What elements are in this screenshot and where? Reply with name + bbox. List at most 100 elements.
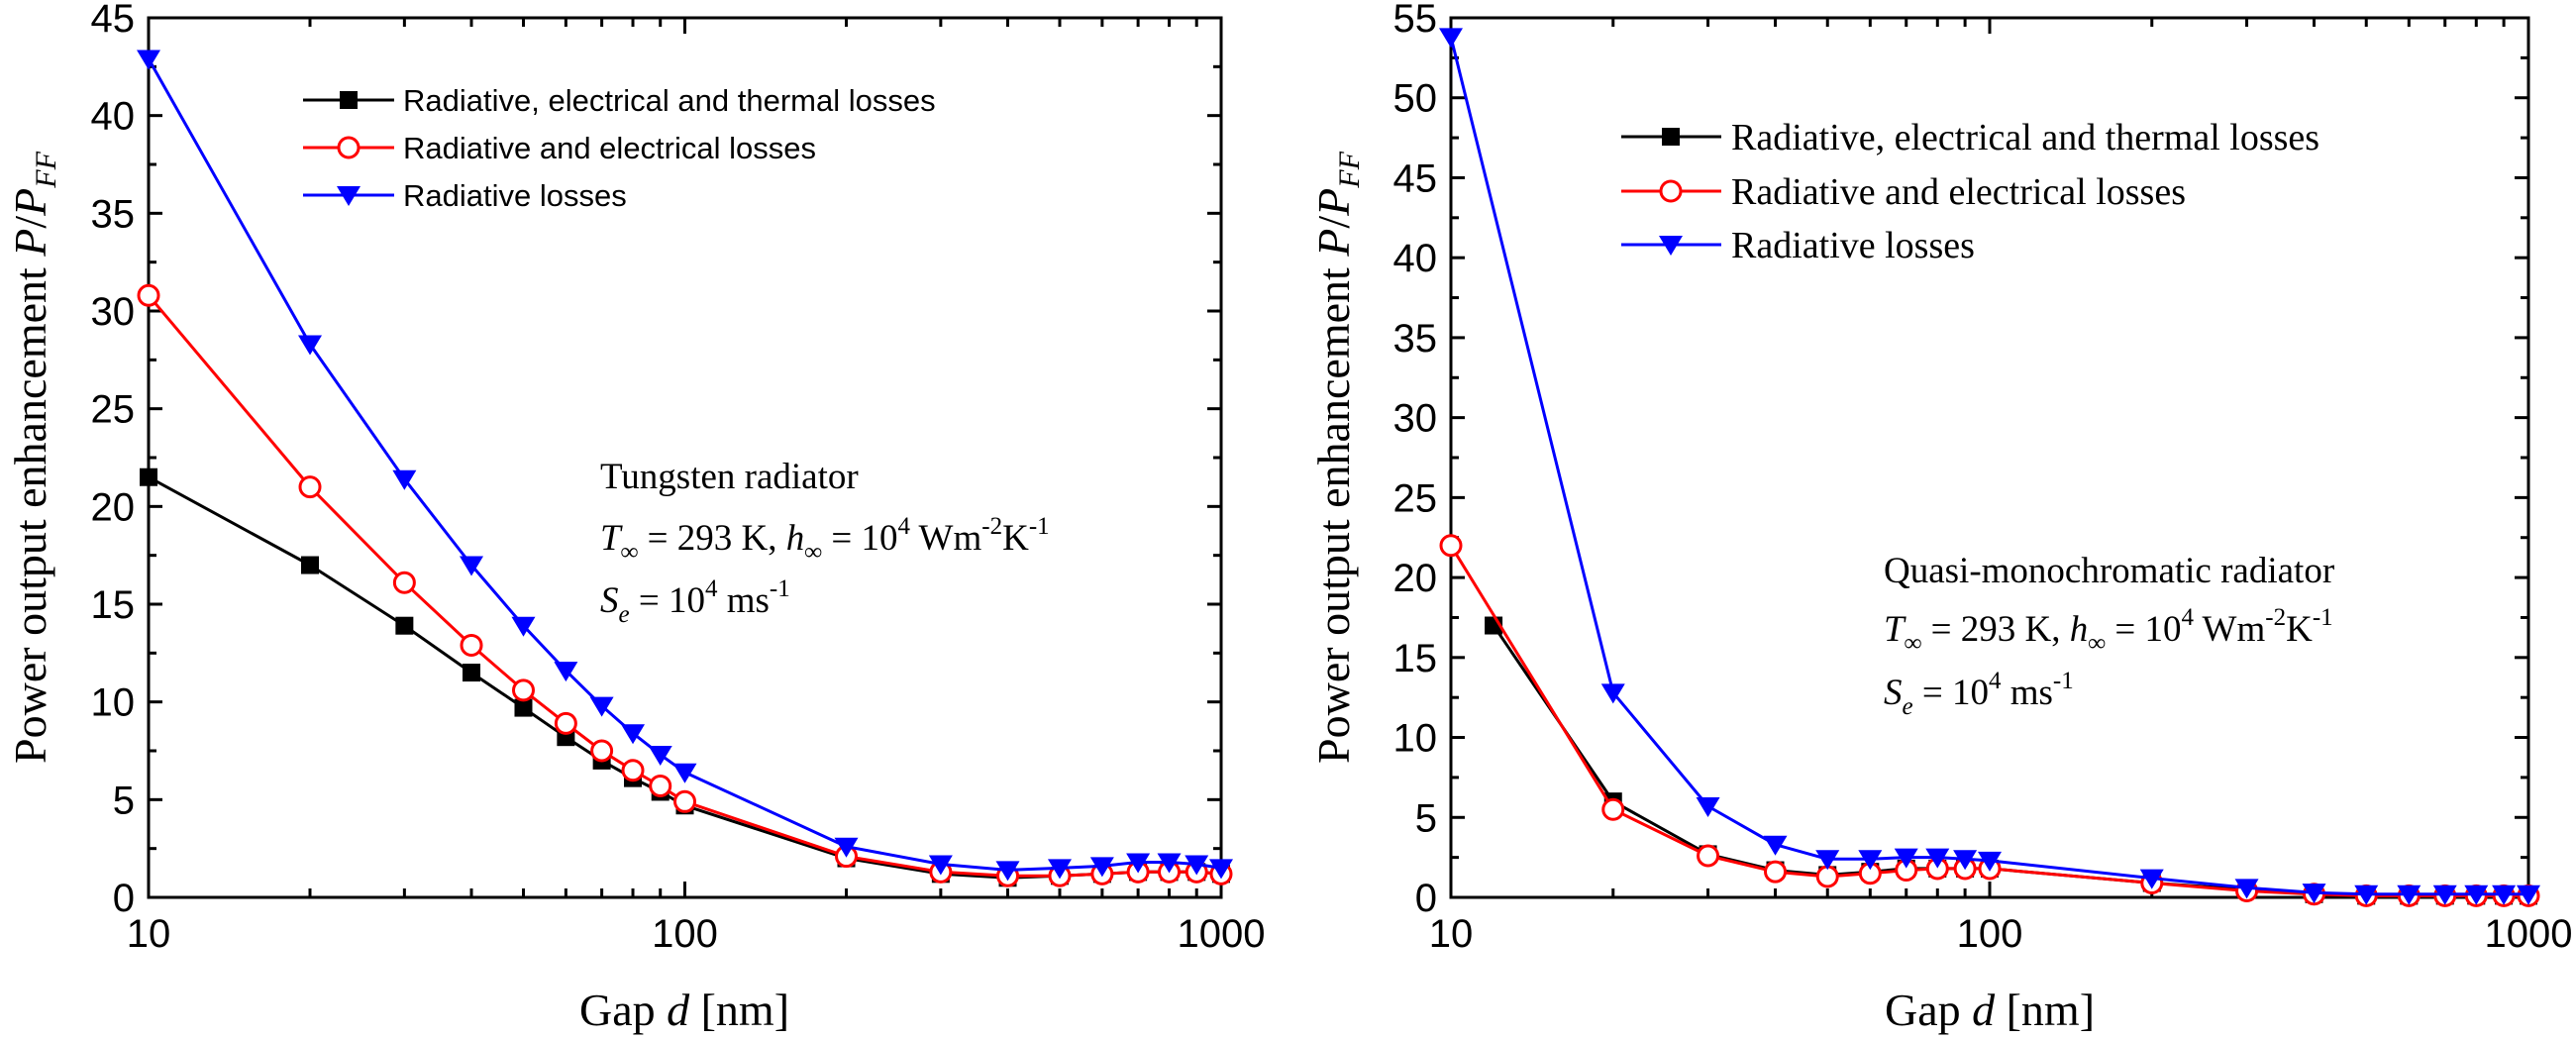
data-point bbox=[140, 468, 157, 486]
x-tick-label: 10 bbox=[127, 912, 171, 956]
data-point bbox=[298, 475, 322, 499]
data-point bbox=[392, 571, 416, 594]
annotation-title: Tungsten radiator bbox=[600, 457, 859, 497]
legend-label: Radiative and electrical losses bbox=[1731, 171, 2186, 213]
data-point bbox=[2464, 885, 2489, 905]
y-tick-label: 40 bbox=[1393, 237, 1438, 280]
x-axis-title: Gap d [nm] bbox=[1885, 985, 2095, 1035]
data-point bbox=[137, 283, 160, 307]
data-point bbox=[137, 50, 160, 70]
data-point bbox=[1858, 850, 1883, 871]
data-point bbox=[2354, 885, 2379, 905]
data-point bbox=[1953, 850, 1978, 871]
annotation-recombination: Se = 104 ms-1 bbox=[1884, 668, 2074, 720]
legend-item-2: Radiative losses bbox=[303, 178, 627, 213]
data-point bbox=[1894, 848, 1918, 869]
data-point bbox=[1047, 859, 1072, 880]
data-point bbox=[298, 335, 323, 356]
data-point bbox=[1601, 797, 1625, 821]
legend-label: Radiative losses bbox=[1731, 225, 1975, 266]
data-point bbox=[621, 724, 646, 745]
series-2 bbox=[1439, 28, 2540, 905]
data-point bbox=[463, 664, 481, 682]
legend-item-2: Radiative losses bbox=[1621, 225, 1975, 266]
series-line bbox=[1492, 624, 2528, 897]
y-tick-label: 10 bbox=[1393, 717, 1438, 761]
y-tick-label: 45 bbox=[1393, 156, 1438, 200]
y-tick-label: 55 bbox=[1393, 0, 1438, 41]
data-point bbox=[589, 696, 614, 717]
data-point bbox=[834, 837, 859, 858]
data-point bbox=[554, 662, 578, 682]
legend-item-0: Radiative, electrical and thermal losses bbox=[1621, 117, 2319, 158]
data-point bbox=[460, 556, 484, 576]
y-tick-label: 25 bbox=[91, 388, 136, 432]
y-tick-label: 50 bbox=[1393, 77, 1438, 121]
x-axis-title: Gap d [nm] bbox=[579, 985, 789, 1035]
data-point bbox=[1925, 848, 1950, 869]
series-line bbox=[1449, 545, 2528, 897]
y-tick-label: 10 bbox=[91, 681, 136, 725]
axis-ticks: 0 5 10 15 20 25 30 35 40 45 10 100 1000 bbox=[91, 0, 1266, 956]
x-tick-label: 1000 bbox=[2485, 912, 2573, 956]
data-point bbox=[1696, 796, 1720, 817]
data-point bbox=[1439, 28, 1463, 49]
data-point bbox=[2302, 884, 2326, 904]
left-chart: 0 5 10 15 20 25 30 35 40 45 10 100 1000 Radiative, e… bbox=[5, 0, 1265, 1035]
legend: Radiative, electrical and thermal losses… bbox=[303, 83, 936, 213]
legend-label: Radiative, electrical and thermal losses bbox=[403, 83, 936, 118]
data-point bbox=[554, 711, 577, 735]
data-point bbox=[1978, 851, 2002, 872]
data-point bbox=[928, 855, 953, 876]
y-tick-label: 45 bbox=[91, 0, 136, 41]
y-tick-label: 30 bbox=[1393, 397, 1438, 441]
data-point bbox=[1439, 534, 1463, 558]
data-point bbox=[590, 739, 614, 763]
legend: Radiative, electrical and thermal losses… bbox=[1621, 117, 2319, 266]
data-point bbox=[1157, 853, 1182, 874]
y-tick-label: 35 bbox=[1393, 317, 1438, 361]
data-point bbox=[649, 775, 672, 798]
data-point bbox=[995, 861, 1020, 882]
data-point bbox=[514, 698, 533, 717]
x-tick-label: 1000 bbox=[1178, 912, 1266, 956]
data-point bbox=[395, 616, 414, 635]
y-axis-title: Power output enhancement P/PFF bbox=[1308, 151, 1366, 764]
annotation-recombination: Se = 104 ms-1 bbox=[600, 575, 790, 628]
data-point bbox=[1209, 859, 1233, 880]
y-tick-label: 35 bbox=[91, 192, 136, 236]
legend-label: Radiative, electrical and thermal losses bbox=[1731, 117, 2319, 158]
data-point bbox=[1089, 857, 1114, 878]
y-tick-label: 15 bbox=[1393, 637, 1438, 680]
x-tick-label: 10 bbox=[1429, 912, 1474, 956]
data-point bbox=[672, 763, 697, 783]
data-point bbox=[648, 745, 672, 766]
x-tick-label: 100 bbox=[1957, 912, 2023, 956]
y-tick-label: 5 bbox=[1415, 796, 1437, 840]
y-tick-label: 5 bbox=[113, 779, 135, 822]
annotation-conditions: T∞ = 293 K, h∞ = 104 Wm-2K-1 bbox=[1884, 604, 2333, 657]
y-tick-label: 40 bbox=[91, 95, 136, 139]
series-2 bbox=[137, 50, 1233, 882]
data-point bbox=[460, 633, 483, 657]
y-tick-label: 30 bbox=[91, 290, 136, 334]
series-layer bbox=[1439, 28, 2540, 907]
x-tick-label: 100 bbox=[652, 912, 718, 956]
data-point bbox=[511, 678, 535, 702]
data-point bbox=[392, 469, 417, 490]
axis-ticks: 0 5 10 15 20 25 30 35 40 45 50 55 10 100 1000 bbox=[1393, 0, 2573, 956]
annotation: Quasi-monochromatic radiator T∞ = 293 K,… bbox=[1884, 551, 2334, 720]
data-point bbox=[1763, 835, 1788, 856]
data-point bbox=[1126, 853, 1151, 874]
y-tick-label: 20 bbox=[1393, 557, 1438, 600]
data-point bbox=[2139, 869, 2164, 889]
legend-item-0: Radiative, electrical and thermal losses bbox=[303, 83, 936, 118]
data-point bbox=[621, 759, 645, 782]
data-point bbox=[1697, 844, 1720, 868]
y-tick-label: 20 bbox=[91, 485, 136, 529]
y-tick-label: 25 bbox=[1393, 476, 1438, 520]
annotation-title: Quasi-monochromatic radiator bbox=[1884, 551, 2334, 591]
data-point bbox=[1815, 850, 1840, 871]
data-point bbox=[2234, 879, 2259, 899]
